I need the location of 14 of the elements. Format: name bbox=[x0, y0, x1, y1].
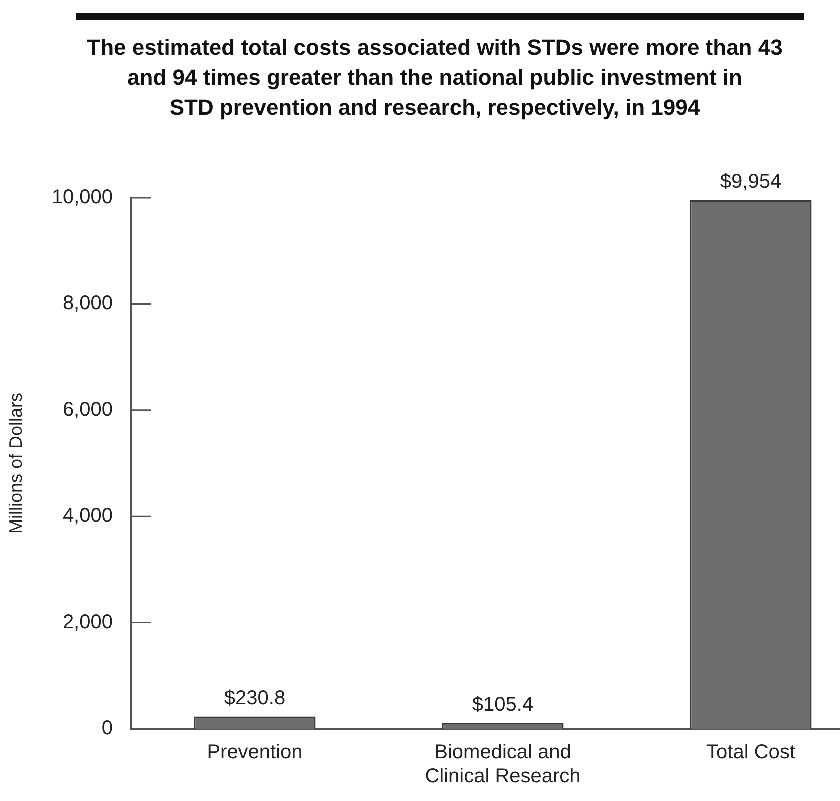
y-tick-label: 6,000 bbox=[62, 398, 113, 421]
y-tick-label: 4,000 bbox=[62, 505, 113, 528]
x-tick-label: Biomedical and Clinical Research bbox=[425, 742, 581, 788]
x-tick-label: Total Cost bbox=[706, 742, 796, 764]
y-axis-title: Millions of Dollars bbox=[6, 392, 26, 534]
y-tick-label: 0 bbox=[102, 718, 113, 740]
data-label: $230.8 bbox=[224, 687, 286, 710]
chart-title: The estimated total costs associated with STDs were more than 43 and 94 times greater than the national public investment in STD prevention and research, respectively, in 1994 bbox=[86, 34, 784, 122]
data-label: $9,954 bbox=[720, 170, 782, 193]
data-label: $105.4 bbox=[472, 694, 534, 716]
y-tick-label: 8,000 bbox=[62, 292, 113, 315]
y-tick-label: 10,000 bbox=[52, 186, 113, 209]
y-tick-label: 2,000 bbox=[62, 611, 113, 634]
x-tick-label: Prevention bbox=[207, 742, 303, 764]
